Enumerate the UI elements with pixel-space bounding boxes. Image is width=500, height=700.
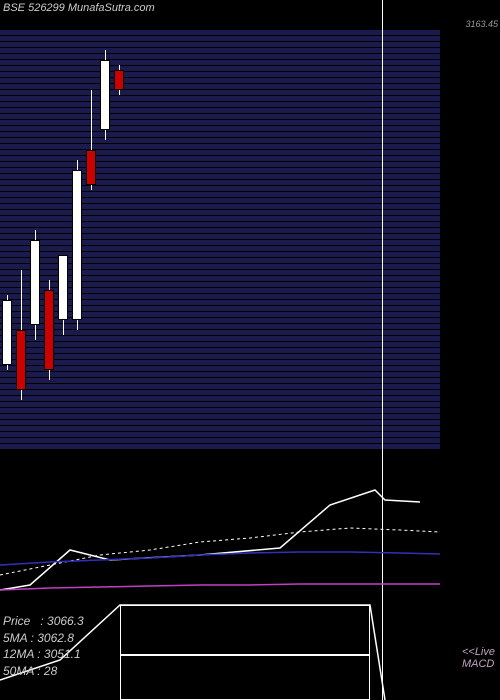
candle [114, 30, 124, 450]
ma12-row: 12MA : 3051.1 [3, 646, 84, 663]
exchange-label: BSE [3, 2, 25, 14]
candle [30, 30, 40, 450]
candle [16, 30, 26, 450]
indicator-line [0, 490, 420, 590]
stock-chart: BSE 526299 MunafaSutra.com 3163.45 Price… [0, 0, 500, 700]
price-row: Price : 3066.3 [3, 613, 84, 630]
candle [72, 30, 82, 450]
indicator-line [0, 584, 440, 590]
price-axis-label: 3163.45 [465, 20, 498, 30]
ma50-row: 50MA : 28 [3, 663, 84, 680]
candle [44, 30, 54, 450]
price-chart-area [0, 30, 500, 450]
candle [2, 30, 12, 450]
indicator-line [0, 528, 440, 575]
macd-label: <<Live MACD [462, 646, 495, 670]
source-label: MunafaSutra.com [68, 2, 155, 14]
candlestick-series [0, 30, 440, 450]
macd-box [120, 655, 370, 700]
chart-header: BSE 526299 MunafaSutra.com [3, 2, 155, 14]
candle [58, 30, 68, 450]
candle [100, 30, 110, 450]
candle [86, 30, 96, 450]
symbol-label: 526299 [28, 2, 65, 14]
ma5-row: 5MA : 3062.8 [3, 630, 84, 647]
info-box: Price : 3066.3 5MA : 3062.8 12MA : 3051.… [3, 613, 84, 680]
macd-box [120, 605, 370, 655]
